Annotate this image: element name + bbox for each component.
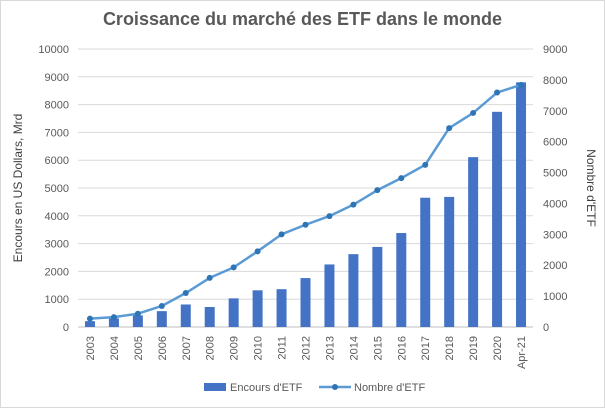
bar xyxy=(276,289,287,327)
bar xyxy=(204,306,215,327)
x-tick-label: 2018 xyxy=(444,336,456,360)
x-tick-label: 2020 xyxy=(492,336,504,360)
line-point xyxy=(158,302,165,309)
y-right-tick-label: 9000 xyxy=(543,44,567,56)
bar xyxy=(300,278,311,327)
y-left-tick-label: 4000 xyxy=(45,211,69,223)
x-tick-label: 2011 xyxy=(277,336,289,360)
x-tick-label: 2007 xyxy=(181,336,193,360)
legend-bar-label: Encours d'ETF xyxy=(230,382,303,394)
bar xyxy=(132,315,143,327)
bar xyxy=(444,196,455,327)
line-point xyxy=(470,109,477,116)
y-left-tick-label: 2000 xyxy=(45,266,69,278)
y-left-tick-label: 3000 xyxy=(45,239,69,251)
bar xyxy=(420,197,431,327)
x-tick-label: 2017 xyxy=(420,336,432,360)
y-right-tick-label: 3000 xyxy=(543,229,567,241)
y-left-tick-label: 8000 xyxy=(45,100,69,112)
y-left-tick-label: 10000 xyxy=(38,44,69,56)
bar xyxy=(396,233,407,327)
line-point xyxy=(494,89,501,96)
y-right-tick-label: 8000 xyxy=(543,75,567,87)
line-point xyxy=(254,248,261,255)
x-tick-label: 2004 xyxy=(109,336,121,360)
line-point xyxy=(86,315,93,322)
bar xyxy=(252,290,263,327)
bar xyxy=(348,254,359,327)
line-point xyxy=(398,175,405,182)
bar xyxy=(228,298,239,327)
y-left-tick-label: 5000 xyxy=(45,183,69,195)
bar xyxy=(324,264,335,327)
bar xyxy=(108,318,119,327)
line-point xyxy=(518,81,525,88)
y-left-tick-label: 9000 xyxy=(45,72,69,84)
y-left-tick-label: 7000 xyxy=(45,127,69,139)
legend-bar-swatch xyxy=(204,383,226,391)
legend-line-label: Nombre d'ETF xyxy=(354,382,425,394)
line-point xyxy=(446,125,453,132)
x-tick-label: 2010 xyxy=(253,336,265,360)
line-point xyxy=(422,161,429,168)
line-point xyxy=(302,221,309,228)
line-point xyxy=(182,290,189,297)
x-tick-label: 2019 xyxy=(468,336,480,360)
x-tick-label: 2014 xyxy=(348,336,360,360)
line-point xyxy=(134,310,141,317)
y-right-tick-label: 7000 xyxy=(543,106,567,118)
y-right-tick-label: 4000 xyxy=(543,198,567,210)
x-tick-label: 2012 xyxy=(301,336,313,360)
line-point xyxy=(206,274,213,281)
x-tick-label: 2006 xyxy=(157,336,169,360)
line-point xyxy=(278,231,285,238)
bar xyxy=(84,321,95,327)
line-point xyxy=(350,201,357,208)
x-tick-label: 2013 xyxy=(324,336,336,360)
y-right-tick-label: 0 xyxy=(543,322,549,334)
x-tick-label: 2016 xyxy=(396,336,408,360)
legend-line-marker xyxy=(332,384,338,390)
line-point xyxy=(110,314,117,321)
x-tick-label: 2009 xyxy=(229,336,241,360)
y-right-tick-label: 2000 xyxy=(543,260,567,272)
x-tick-label: Apr-21 xyxy=(516,336,528,369)
x-tick-label: 2005 xyxy=(133,336,145,360)
line-point xyxy=(374,187,381,194)
bar xyxy=(492,111,503,327)
y-right-tick-label: 6000 xyxy=(543,137,567,149)
bar xyxy=(516,82,527,327)
line-point xyxy=(230,264,237,271)
line-point xyxy=(326,213,333,220)
y-left-tick-label: 1000 xyxy=(45,294,69,306)
x-tick-label: 2003 xyxy=(85,336,97,360)
y-left-axis-label: Encours en US Dollars, Mrd xyxy=(11,114,25,263)
y-right-axis-label: Nombre d'ETF xyxy=(584,149,598,227)
bar xyxy=(180,304,191,327)
bar xyxy=(372,246,383,327)
bar xyxy=(468,157,479,327)
x-tick-label: 2008 xyxy=(205,336,217,360)
y-left-tick-label: 0 xyxy=(63,322,69,334)
x-tick-label: 2015 xyxy=(372,336,384,360)
y-right-tick-label: 1000 xyxy=(543,291,567,303)
chart-title: Croissance du marché des ETF dans le mon… xyxy=(102,9,503,29)
y-right-tick-label: 5000 xyxy=(543,168,567,180)
y-left-tick-label: 6000 xyxy=(45,155,69,167)
bar xyxy=(156,311,167,327)
